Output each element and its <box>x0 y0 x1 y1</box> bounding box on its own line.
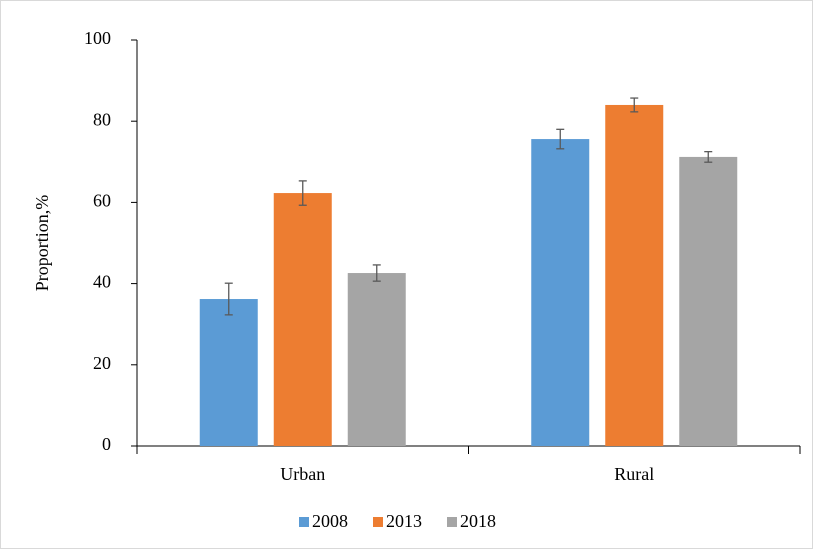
legend-label: 2013 <box>386 511 422 531</box>
legend-swatch <box>373 517 383 527</box>
y-axis-label: Proportion,% <box>32 195 52 292</box>
x-tick-label: Rural <box>614 464 654 484</box>
y-tick-label: 0 <box>102 434 111 454</box>
y-tick-label: 40 <box>93 272 111 292</box>
bar <box>347 273 406 446</box>
y-tick-label: 60 <box>93 191 111 211</box>
x-tick-label: Urban <box>280 464 325 484</box>
legend-label: 2018 <box>460 511 496 531</box>
bar <box>199 299 258 446</box>
legend-label: 2008 <box>312 511 348 531</box>
bar <box>273 193 332 446</box>
bar <box>605 104 664 447</box>
bar <box>531 139 590 446</box>
bar <box>679 156 738 447</box>
y-tick-label: 100 <box>84 28 111 48</box>
y-tick-label: 80 <box>93 109 111 129</box>
legend-swatch <box>447 517 457 527</box>
y-tick-label: 20 <box>93 353 111 373</box>
legend-swatch <box>299 517 309 527</box>
